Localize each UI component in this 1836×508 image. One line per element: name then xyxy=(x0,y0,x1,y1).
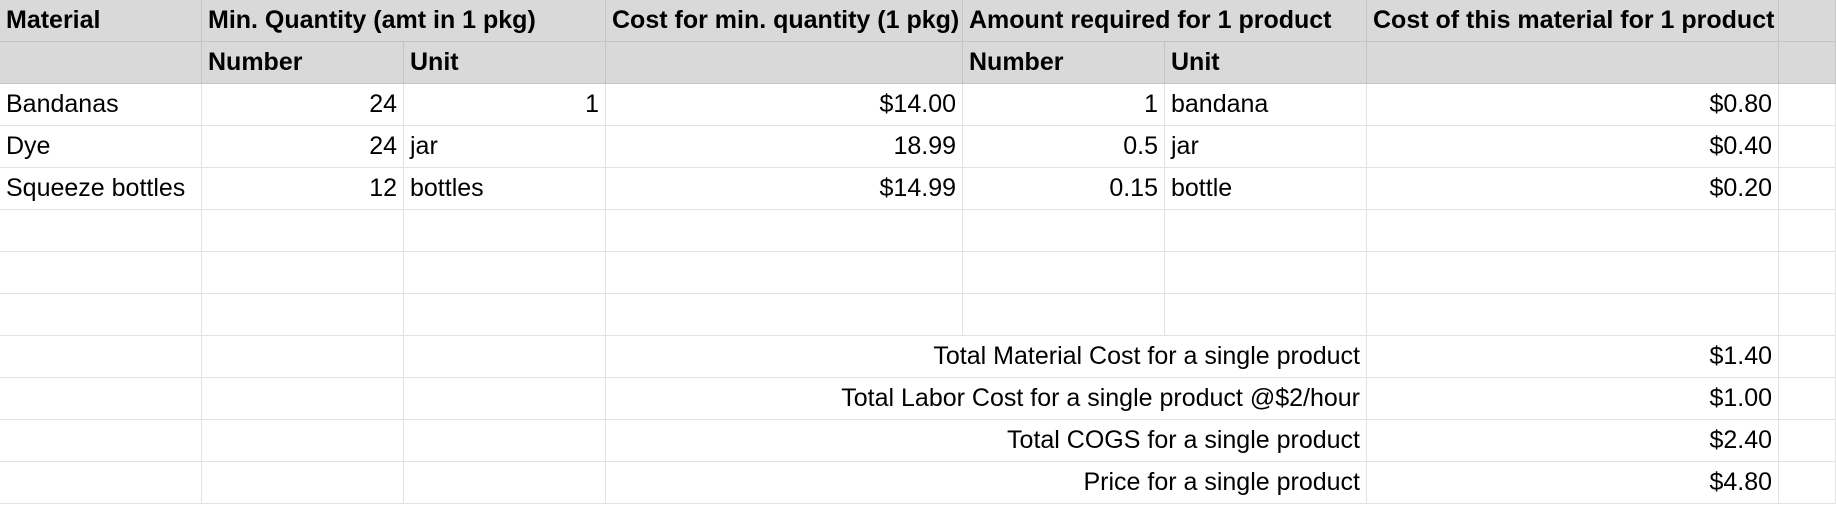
cell-cost-per-product[interactable]: $0.20 xyxy=(1367,168,1779,210)
cell-empty[interactable] xyxy=(202,252,404,294)
subheader-empty-cell[interactable] xyxy=(606,42,963,84)
total-material-cost-value[interactable]: $1.40 xyxy=(1367,336,1779,378)
cell-empty[interactable] xyxy=(404,378,606,420)
cell-cost[interactable]: $14.00 xyxy=(606,84,963,126)
cell-min-unit[interactable]: 1 xyxy=(404,84,606,126)
cell-material[interactable]: Squeeze bottles xyxy=(0,168,202,210)
subheader-min-number[interactable]: Number xyxy=(202,42,404,84)
subheader-req-unit[interactable]: Unit xyxy=(1165,42,1367,84)
cell-empty[interactable] xyxy=(0,210,202,252)
subheader-empty-cell[interactable] xyxy=(1779,42,1836,84)
cell-empty[interactable] xyxy=(1779,420,1836,462)
cell-empty[interactable] xyxy=(404,210,606,252)
subheader-min-unit[interactable]: Unit xyxy=(404,42,606,84)
cell-empty[interactable] xyxy=(0,462,202,504)
cell-min-unit[interactable]: bottles xyxy=(404,168,606,210)
cell-cost-per-product[interactable]: $0.80 xyxy=(1367,84,1779,126)
cell-empty[interactable] xyxy=(202,378,404,420)
cell-empty[interactable] xyxy=(1165,210,1367,252)
total-labor-cost-value[interactable]: $1.00 xyxy=(1367,378,1779,420)
cell-empty[interactable] xyxy=(202,294,404,336)
price-value[interactable]: $4.80 xyxy=(1367,462,1779,504)
cell-min-unit[interactable]: jar xyxy=(404,126,606,168)
cell-empty[interactable] xyxy=(1367,294,1779,336)
cell-req-number[interactable]: 0.15 xyxy=(963,168,1165,210)
cell-cost[interactable]: 18.99 xyxy=(606,126,963,168)
cell-empty[interactable] xyxy=(1165,252,1367,294)
cell-empty[interactable] xyxy=(0,420,202,462)
cell-min-number[interactable]: 12 xyxy=(202,168,404,210)
cell-empty[interactable] xyxy=(1779,336,1836,378)
cell-empty[interactable] xyxy=(606,210,963,252)
cell-req-number[interactable]: 0.5 xyxy=(963,126,1165,168)
header-cost-min-quantity-cell[interactable] xyxy=(606,0,963,42)
cell-empty[interactable] xyxy=(1779,126,1836,168)
cell-empty[interactable] xyxy=(1367,210,1779,252)
cell-empty[interactable] xyxy=(404,294,606,336)
cell-req-unit[interactable]: bottle xyxy=(1165,168,1367,210)
cell-material[interactable]: Bandanas xyxy=(0,84,202,126)
cell-empty[interactable] xyxy=(404,336,606,378)
cell-empty[interactable] xyxy=(1165,294,1367,336)
total-labor-cost-label[interactable]: Total Labor Cost for a single product @$… xyxy=(606,378,1367,420)
cell-cost[interactable]: $14.99 xyxy=(606,168,963,210)
cell-material[interactable]: Dye xyxy=(0,126,202,168)
header-material[interactable]: Material xyxy=(0,0,202,42)
cell-empty[interactable] xyxy=(404,462,606,504)
price-label[interactable]: Price for a single product xyxy=(606,462,1367,504)
cell-empty[interactable] xyxy=(963,210,1165,252)
subheader-empty-cell[interactable] xyxy=(0,42,202,84)
cell-empty[interactable] xyxy=(606,252,963,294)
header-cost-min-quantity: Cost for min. quantity (1 pkg) xyxy=(606,0,963,42)
cell-req-number[interactable]: 1 xyxy=(963,84,1165,126)
cell-empty[interactable] xyxy=(1779,294,1836,336)
cell-min-number[interactable]: 24 xyxy=(202,84,404,126)
header-amount-required[interactable]: Amount required for 1 product xyxy=(963,0,1367,42)
cell-empty[interactable] xyxy=(1779,378,1836,420)
subheader-empty-cell[interactable] xyxy=(1367,42,1779,84)
cell-empty[interactable] xyxy=(963,252,1165,294)
cell-min-number[interactable]: 24 xyxy=(202,126,404,168)
total-cogs-label[interactable]: Total COGS for a single product xyxy=(606,420,1367,462)
cell-empty[interactable] xyxy=(0,336,202,378)
cell-req-unit[interactable]: bandana xyxy=(1165,84,1367,126)
cell-empty[interactable] xyxy=(0,378,202,420)
cell-empty[interactable] xyxy=(1779,210,1836,252)
total-material-cost-label[interactable]: Total Material Cost for a single product xyxy=(606,336,1367,378)
header-min-quantity[interactable]: Min. Quantity (amt in 1 pkg) xyxy=(202,0,606,42)
cell-empty[interactable] xyxy=(202,336,404,378)
cell-empty[interactable] xyxy=(404,420,606,462)
cell-empty[interactable] xyxy=(1779,168,1836,210)
header-empty-cell[interactable] xyxy=(1779,0,1836,42)
cell-empty[interactable] xyxy=(0,294,202,336)
cell-empty[interactable] xyxy=(1779,462,1836,504)
subheader-req-number[interactable]: Number xyxy=(963,42,1165,84)
cell-empty[interactable] xyxy=(404,252,606,294)
cell-req-unit[interactable]: jar xyxy=(1165,126,1367,168)
cell-empty[interactable] xyxy=(1779,84,1836,126)
cell-empty[interactable] xyxy=(202,462,404,504)
cell-cost-per-product[interactable]: $0.40 xyxy=(1367,126,1779,168)
header-cost-material[interactable]: Cost of this material for 1 product xyxy=(1367,0,1779,42)
cell-empty[interactable] xyxy=(963,294,1165,336)
cell-empty[interactable] xyxy=(1367,252,1779,294)
cell-empty[interactable] xyxy=(0,252,202,294)
total-cogs-value[interactable]: $2.40 xyxy=(1367,420,1779,462)
cell-empty[interactable] xyxy=(1779,252,1836,294)
cell-empty[interactable] xyxy=(202,210,404,252)
cell-empty[interactable] xyxy=(606,294,963,336)
cell-empty[interactable] xyxy=(202,420,404,462)
